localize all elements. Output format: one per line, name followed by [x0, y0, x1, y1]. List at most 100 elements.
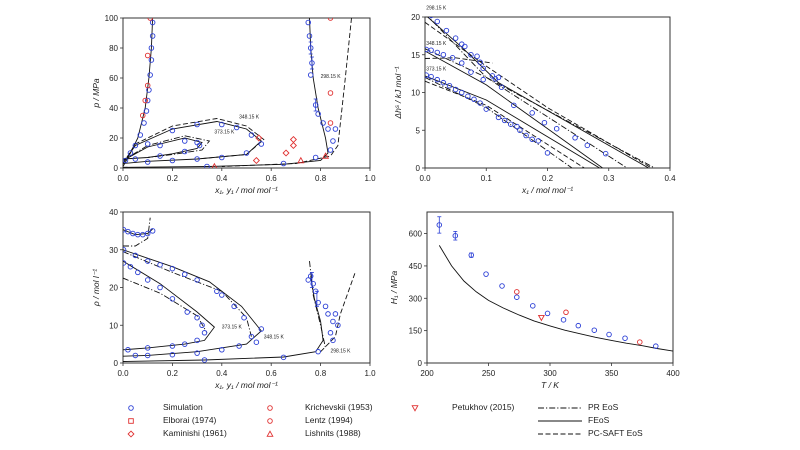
data-point-simulation — [424, 11, 429, 16]
data-point-simulation — [325, 126, 331, 132]
y-tick-label: 80 — [109, 44, 118, 53]
data-point-simulation — [428, 17, 434, 19]
temperature-annotation: 348.15 K — [239, 115, 260, 121]
data-point-simulation — [169, 127, 176, 134]
y-tick-label: 450 — [409, 262, 423, 271]
data-point-simulation — [511, 102, 517, 109]
data-point-simulation — [233, 124, 240, 131]
data-point-simulation — [315, 299, 321, 306]
data-point-simulation — [132, 252, 139, 259]
data-point-simulation — [127, 263, 134, 270]
x-tick-label: 0.2 — [167, 174, 179, 183]
data-point-simulation — [148, 45, 155, 51]
data-point-krichevskii-1953 — [637, 339, 643, 345]
x-tick-label: 1.0 — [364, 369, 376, 378]
data-point-simulation — [544, 150, 551, 156]
x-tick-label: 0.8 — [315, 369, 327, 378]
x-tick-label: 0.0 — [419, 174, 431, 183]
data-point-simulation — [622, 335, 628, 341]
data-point-simulation — [123, 247, 127, 253]
data-point-krichevskii-1953 — [144, 52, 151, 59]
data-point-simulation — [315, 111, 321, 117]
plot-frame — [426, 211, 674, 364]
data-point-simulation — [471, 96, 477, 103]
data-point-simulation — [335, 322, 341, 329]
data-point-simulation — [477, 59, 483, 66]
data-point-simulation — [499, 283, 505, 289]
y-tick-label: 10 — [411, 89, 420, 98]
y-axis-label: H₁ / MPa — [389, 271, 399, 305]
y-tick-label: 0 — [418, 359, 423, 368]
x-axis-label: x₁, y₁ / mol mol⁻¹ — [214, 185, 278, 195]
y-tick-label: 40 — [109, 208, 118, 217]
y-tick-label: 20 — [109, 284, 118, 293]
data-point-simulation — [434, 49, 441, 56]
data-point-simulation — [489, 73, 496, 79]
data-point-simulation — [144, 345, 151, 351]
data-point-simulation — [144, 277, 151, 283]
chart-density-composition: 0.0 0.2 0.4 0.6 0.8 1.0 0 10 20 30 40 x₁, y₁ / mol … — [91, 208, 376, 390]
data-point-simulation — [201, 330, 208, 336]
data-point-simulation — [477, 100, 483, 106]
data-point-simulation — [144, 97, 151, 104]
model-line-pc-saft-eos — [221, 18, 352, 167]
data-point-simulation — [572, 135, 578, 141]
x-axis-label: x₁ / mol mol⁻¹ — [521, 185, 573, 195]
data-point-simulation — [309, 60, 315, 66]
x-tick-label: 0.3 — [603, 174, 615, 183]
data-point-simulation — [440, 79, 447, 86]
data-point-simulation — [553, 125, 560, 132]
data-point-simulation — [125, 347, 131, 353]
data-point-simulation — [194, 350, 200, 356]
model-line-pr-eos — [123, 217, 151, 247]
x-axis-label: T / K — [541, 380, 559, 390]
data-point-simulation — [147, 72, 153, 78]
y-tick-label: 150 — [409, 327, 423, 336]
data-point-simulation — [498, 84, 505, 90]
data-point-simulation — [305, 277, 312, 283]
x-tick-label: 0.0 — [117, 174, 129, 183]
model-line-pr-eos — [425, 76, 573, 168]
model-line-pc-saft-eos — [425, 57, 493, 64]
data-point-simulation — [169, 343, 176, 349]
data-point-simulation — [137, 132, 144, 138]
y-tick-label: 0 — [416, 164, 421, 173]
x-tick-label: 0.2 — [167, 369, 179, 378]
y-tick-label: 0 — [114, 359, 119, 368]
data-point-simulation — [312, 154, 319, 161]
y-tick-label: 10 — [109, 321, 118, 330]
data-point-simulation — [280, 160, 287, 167]
data-point-simulation — [236, 343, 242, 349]
data-point-simulation — [483, 106, 490, 112]
data-point-simulation — [181, 148, 188, 155]
y-axis-label: ρ / mol l⁻¹ — [91, 269, 101, 307]
data-point-simulation — [508, 121, 514, 127]
data-point-simulation — [459, 60, 465, 66]
data-point-simulation — [253, 339, 260, 345]
data-point-simulation — [428, 73, 434, 80]
data-point-simulation — [332, 126, 339, 132]
data-point-simulation — [468, 52, 474, 58]
data-point-simulation — [425, 72, 429, 78]
data-point-simulation — [305, 19, 312, 26]
y-tick-label: 600 — [409, 230, 423, 239]
data-point-simulation — [602, 150, 609, 157]
data-point-simulation — [560, 317, 567, 323]
data-point-simulation — [480, 76, 486, 83]
data-point-simulation — [514, 123, 520, 130]
data-point-simulation — [135, 269, 141, 276]
data-point-simulation — [149, 33, 156, 39]
data-point-simulation — [535, 138, 542, 144]
data-point-simulation — [495, 74, 502, 81]
data-point-simulation — [248, 132, 255, 138]
data-point-simulation — [144, 159, 151, 165]
data-point-simulation — [465, 93, 471, 100]
data-point-simulation — [130, 230, 136, 237]
data-point-simulation — [591, 327, 598, 333]
data-point-krichevskii-1953 — [144, 82, 151, 89]
plot-area — [424, 11, 655, 168]
model-line-feos — [425, 50, 603, 168]
data-point-simulation — [181, 341, 188, 347]
data-point-simulation — [127, 150, 134, 156]
data-point-krichevskii-1953 — [142, 97, 148, 104]
